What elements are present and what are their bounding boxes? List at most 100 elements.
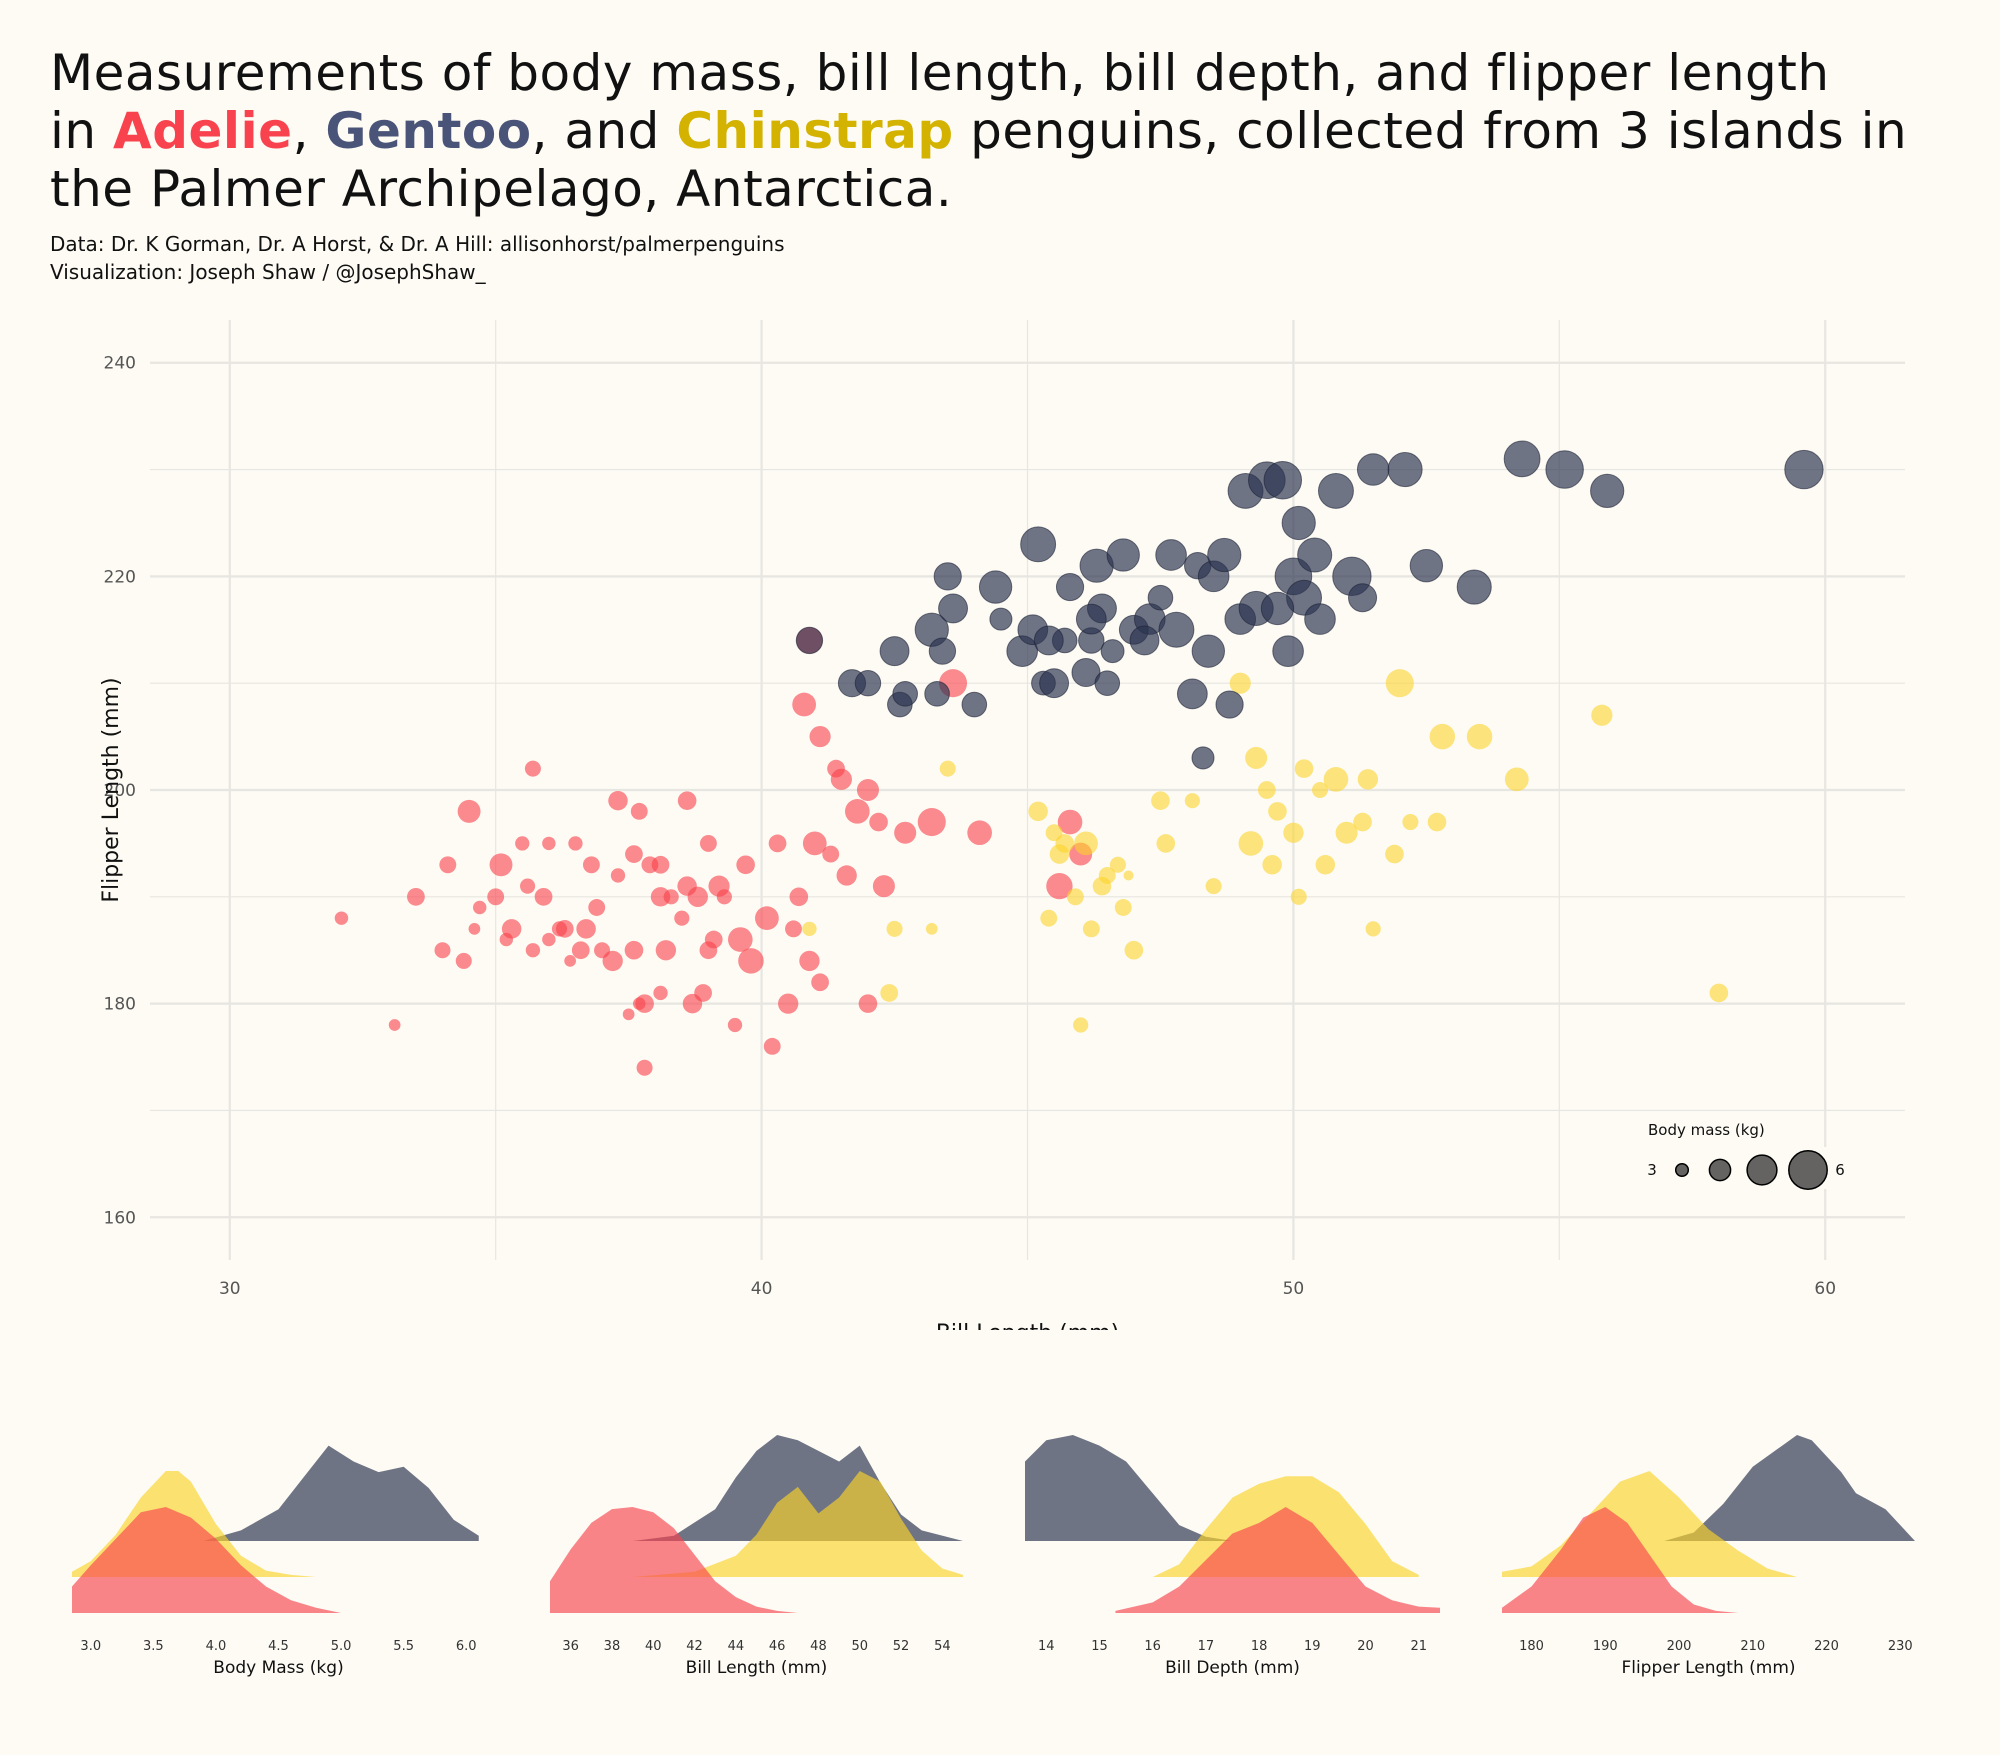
data-point-adelie <box>858 994 878 1013</box>
density-gentoo <box>1025 1435 1233 1541</box>
data-point-chinstrap <box>1257 781 1276 799</box>
data-point-gentoo <box>1055 572 1085 602</box>
data-point-gentoo <box>1094 670 1121 696</box>
title-gentoo: Gentoo <box>325 102 532 160</box>
density-axis-title: Body Mass (kg) <box>213 1658 343 1678</box>
data-point-adelie <box>699 834 717 852</box>
density-tick-label: 17 <box>1198 1639 1215 1654</box>
data-point-adelie <box>622 1008 635 1021</box>
density-tick-label: 6.0 <box>456 1639 477 1654</box>
data-point-adelie <box>830 768 852 790</box>
data-point-chinstrap <box>1365 921 1381 937</box>
data-point-adelie <box>487 888 505 906</box>
y-axis-title: Flipper Length (mm) <box>99 677 124 902</box>
data-point-chinstrap <box>880 984 899 1002</box>
data-point-adelie <box>439 856 457 874</box>
density-tick-label: 36 <box>562 1639 579 1654</box>
data-point-chinstrap <box>1709 983 1729 1003</box>
data-point-adelie <box>755 906 779 931</box>
data-point-adelie <box>489 853 513 877</box>
data-point-adelie <box>571 941 590 960</box>
data-point-chinstrap <box>1323 767 1349 792</box>
density-tick-label: 190 <box>1593 1639 1618 1654</box>
data-point-gentoo <box>1020 526 1057 563</box>
data-point-gentoo <box>924 681 950 707</box>
size-legend-circle <box>1746 1154 1778 1186</box>
density-tick-label: 52 <box>893 1639 910 1654</box>
data-point-chinstrap <box>1109 856 1126 873</box>
data-point-adelie <box>674 910 690 926</box>
data-point-gentoo <box>978 570 1013 604</box>
density-gentoo <box>1664 1435 1915 1541</box>
data-point-gentoo <box>1071 657 1101 688</box>
data-point-gentoo <box>1033 625 1064 656</box>
data-point-adelie <box>677 791 697 810</box>
title-line-3: the Palmer Archipelago, Antarctica. <box>50 160 953 218</box>
data-point-gentoo <box>892 681 918 707</box>
x-tick-label: 50 <box>1283 1279 1305 1299</box>
data-point-gentoo <box>1590 473 1625 509</box>
data-point-gentoo <box>1207 537 1242 573</box>
data-point-gentoo <box>928 637 957 665</box>
data-point-chinstrap <box>1238 831 1264 856</box>
title-chinstrap: Chinstrap <box>676 102 954 160</box>
data-point-adelie <box>542 836 556 851</box>
title-in: in <box>50 102 97 160</box>
data-point-gentoo <box>933 562 962 591</box>
size-legend-circle <box>1708 1158 1732 1182</box>
data-point-adelie <box>434 942 451 959</box>
density-adelie <box>72 1507 342 1613</box>
data-point-adelie <box>630 802 648 820</box>
data-point-gentoo <box>1215 690 1244 719</box>
size-legend-title: Body mass (kg) <box>1648 1121 1765 1139</box>
density-tick-label: 40 <box>645 1639 662 1654</box>
title-rest: penguins, collected from 3 islands in <box>970 102 1908 160</box>
density-tick-label: 21 <box>1410 1639 1427 1654</box>
data-point-gentoo <box>879 636 910 667</box>
data-point-chinstrap <box>1028 801 1048 822</box>
data-point-adelie <box>811 973 829 992</box>
data-point-adelie <box>455 952 472 969</box>
data-point-adelie <box>822 845 840 863</box>
density-tick-label: 220 <box>1814 1639 1839 1654</box>
data-point-chinstrap <box>802 921 817 937</box>
data-point-chinstrap <box>1591 704 1613 726</box>
density-tick-label: 15 <box>1091 1639 1108 1654</box>
data-point-gentoo <box>1784 449 1824 490</box>
data-point-adelie <box>789 887 809 907</box>
data-point-adelie <box>468 923 481 935</box>
size-legend-max: 6 <box>1835 1161 1845 1179</box>
data-point-adelie <box>525 943 541 958</box>
data-point-adelie <box>635 994 654 1013</box>
density-axis-title: Bill Length (mm) <box>686 1658 828 1678</box>
data-point-adelie <box>727 1017 743 1033</box>
data-point-adelie <box>799 950 820 972</box>
data-point-adelie <box>568 836 583 851</box>
data-point-adelie <box>716 889 732 905</box>
data-point-chinstrap <box>1402 814 1419 831</box>
density-tick-label: 230 <box>1888 1639 1913 1654</box>
title-comma: , <box>292 102 309 160</box>
data-point-gentoo <box>938 593 969 624</box>
density-tick-label: 5.5 <box>393 1639 414 1654</box>
data-point-adelie <box>588 899 606 916</box>
y-tick-label: 240 <box>104 354 136 374</box>
density-tick-label: 210 <box>1740 1639 1765 1654</box>
data-point-gentoo <box>1387 452 1423 488</box>
size-legend-circle <box>1674 1162 1690 1178</box>
data-point-chinstrap <box>1357 769 1379 790</box>
data-point-chinstrap <box>1184 793 1200 809</box>
data-point-chinstrap <box>1066 888 1084 906</box>
data-point-chinstrap <box>1429 723 1456 750</box>
data-point-adelie <box>582 856 600 874</box>
data-point-adelie <box>520 878 536 894</box>
data-point-adelie <box>653 985 668 1001</box>
data-point-chinstrap <box>1427 812 1447 832</box>
data-point-gentoo <box>1039 668 1070 699</box>
density-tick-label: 50 <box>851 1639 868 1654</box>
chart-subtitle: Data: Dr. K Gorman, Dr. A Horst, & Dr. A… <box>50 230 1970 286</box>
data-point-chinstrap <box>1385 844 1404 864</box>
density-tick-label: 38 <box>604 1639 621 1654</box>
data-point-chinstrap <box>1040 909 1058 927</box>
data-point-gentoo <box>1147 584 1174 611</box>
